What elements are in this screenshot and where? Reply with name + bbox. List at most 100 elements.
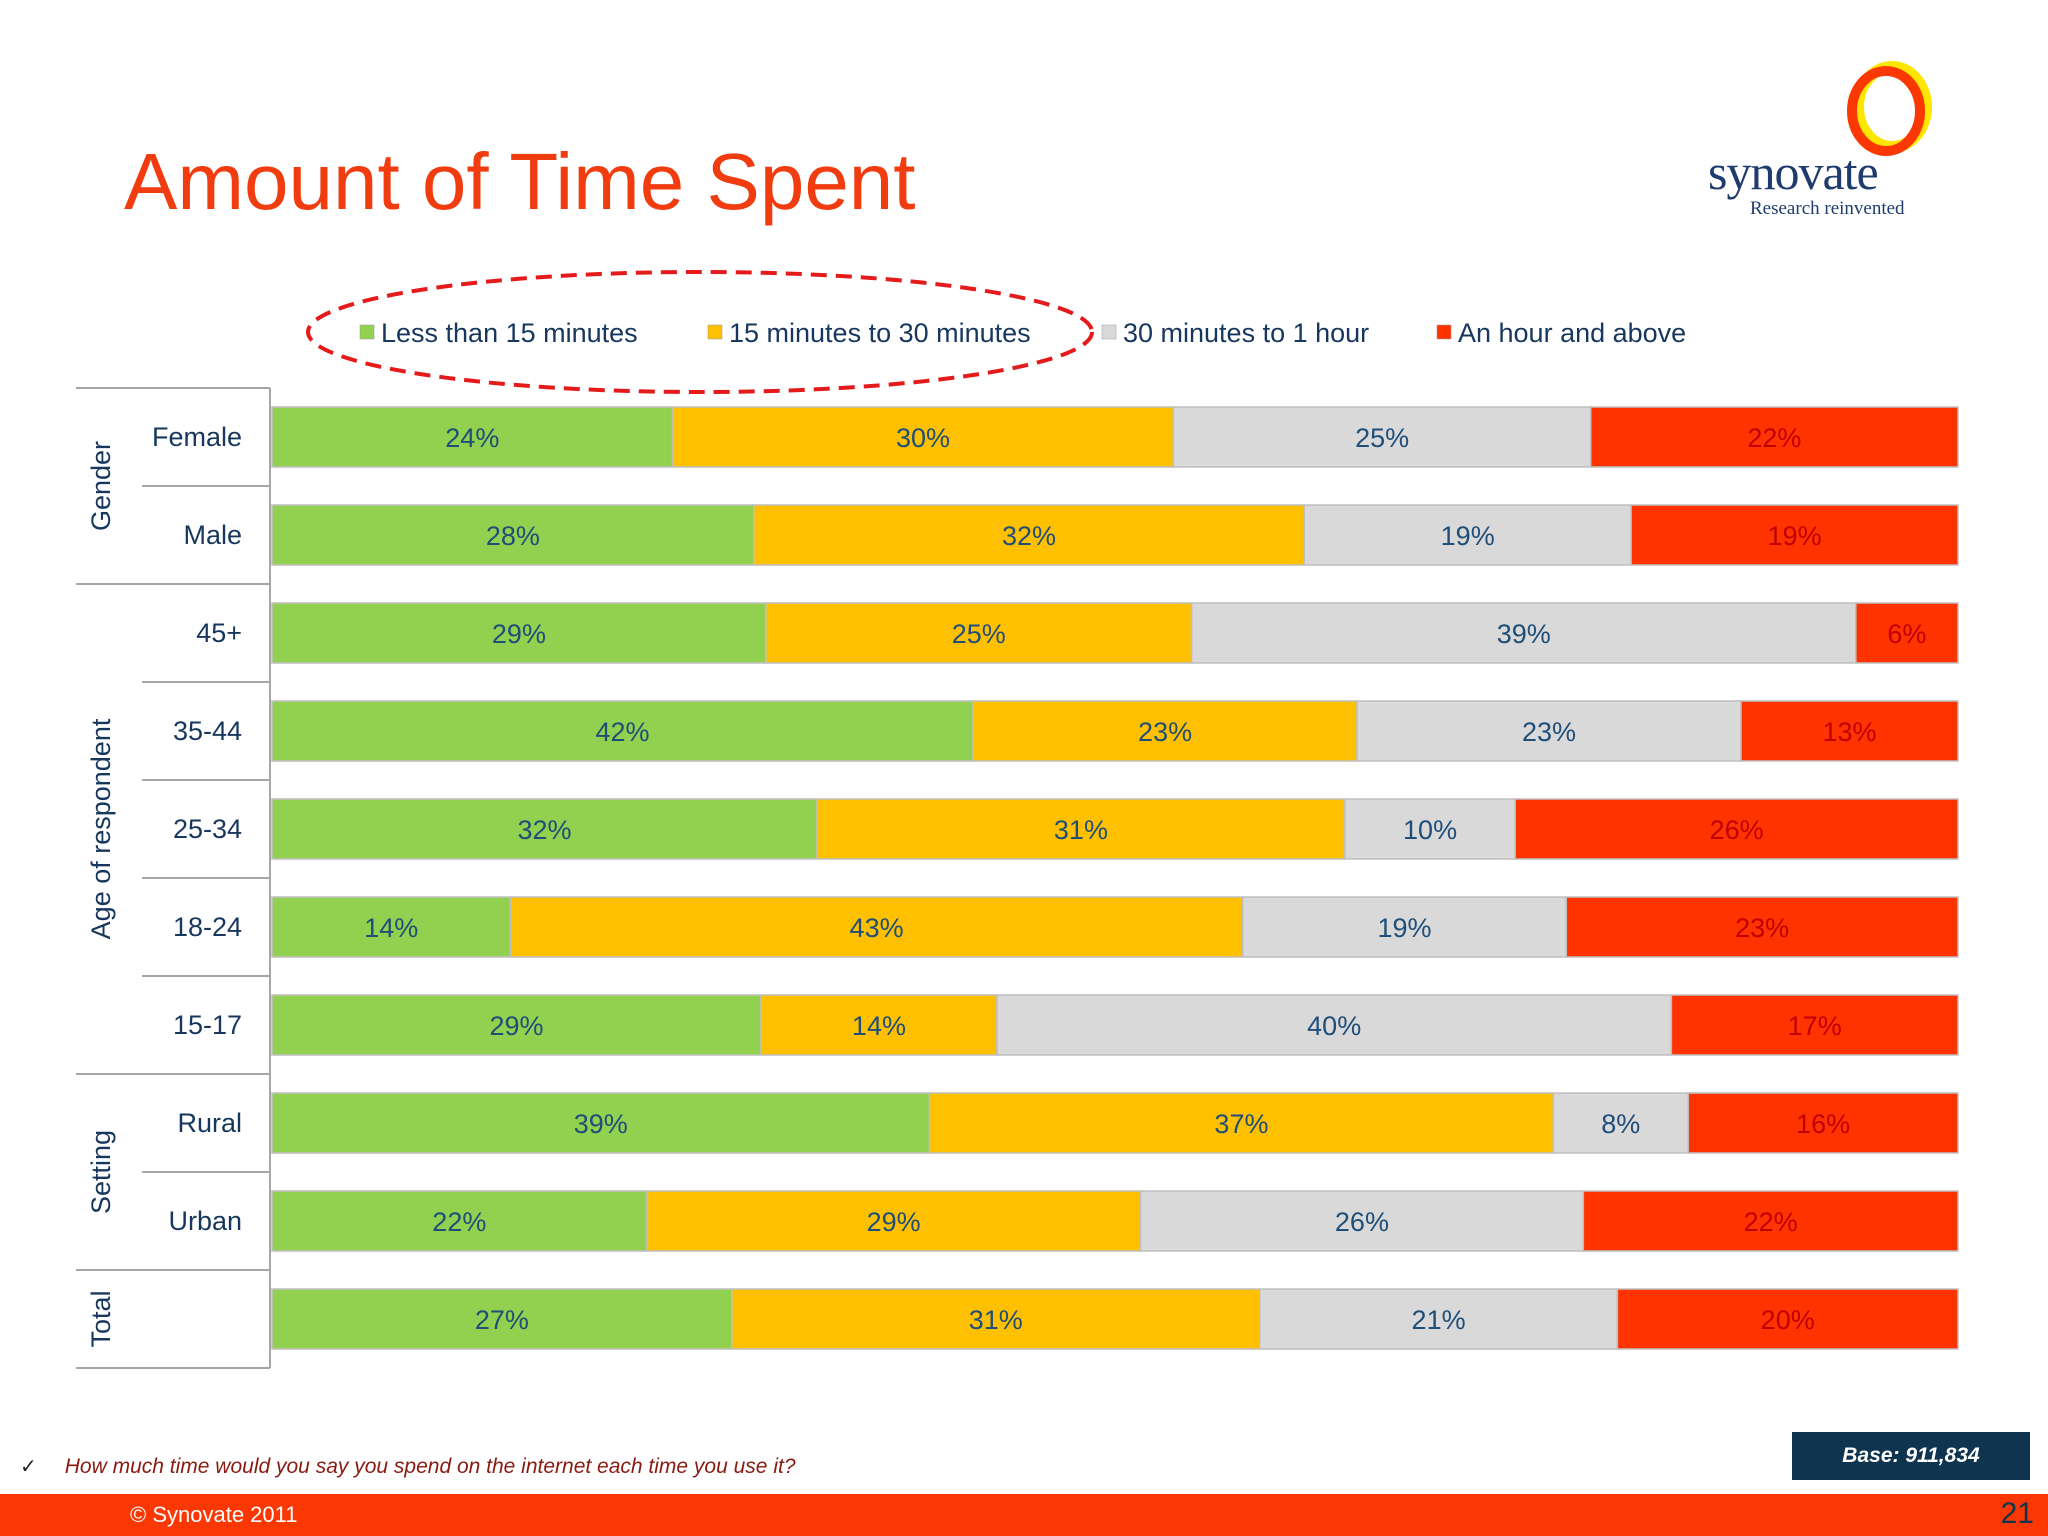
group-label-gender: Gender: [86, 441, 116, 531]
footer-bar: © Synovate 2011 21: [0, 1494, 2048, 1536]
category-label-15-17: 15-17: [173, 1010, 242, 1040]
data-label-15-17-15-minutes-to-30-minutes: 14%: [852, 1011, 906, 1041]
slide-title: Amount of Time Spent: [124, 137, 916, 226]
bar-18-24-less-than-15-minutes: [271, 896, 512, 958]
bar-rural-30-minutes-to-1-hour: [1552, 1092, 1689, 1154]
data-label-male-an-hour-and-above: 19%: [1768, 521, 1822, 551]
data-label-35-44-15-minutes-to-30-minutes: 23%: [1138, 717, 1192, 747]
bar-35-44-an-hour-and-above: [1740, 700, 1959, 762]
legend-swatch-less-than-15-minutes: [359, 324, 375, 340]
legend-label-30-minutes-to-1-hour: 30 minutes to 1 hour: [1123, 318, 1369, 348]
bar-male-30-minutes-to-1-hour: [1303, 504, 1632, 566]
check-icon: ✓: [20, 1456, 37, 1478]
data-label-urban-less-than-15-minutes: 22%: [432, 1207, 486, 1237]
question-text: How much time would you say you spend on…: [64, 1455, 796, 1478]
bar-15-17-30-minutes-to-1-hour: [996, 994, 1673, 1056]
bar-female-less-than-15-minutes: [271, 406, 674, 468]
bar-female-15-minutes-to-30-minutes: [671, 406, 1175, 468]
base-badge: Base: 911,834: [1792, 1432, 2030, 1480]
bar-total-30-minutes-to-1-hour: [1259, 1288, 1619, 1350]
data-label-female-30-minutes-to-1-hour: 25%: [1355, 423, 1409, 453]
bar-male-an-hour-and-above: [1630, 504, 1959, 566]
bar-45-less-than-15-minutes: [271, 602, 767, 664]
copyright: © Synovate 2011: [130, 1502, 298, 1527]
data-label-25-34-less-than-15-minutes: 32%: [517, 815, 571, 845]
data-label-15-17-less-than-15-minutes: 29%: [489, 1011, 543, 1041]
legend-label-an-hour-and-above: An hour and above: [1458, 318, 1686, 348]
data-label-45-less-than-15-minutes: 29%: [492, 619, 546, 649]
category-label-35-44: 35-44: [173, 716, 242, 746]
logo-tagline: Research reinvented: [1750, 198, 1905, 219]
data-label-45-15-minutes-to-30-minutes: 25%: [952, 619, 1006, 649]
category-label-45: 45+: [196, 618, 242, 648]
bar-female-30-minutes-to-1-hour: [1172, 406, 1592, 468]
legend-swatch-an-hour-and-above: [1436, 324, 1452, 340]
data-label-18-24-an-hour-and-above: 23%: [1735, 913, 1789, 943]
data-label-35-44-30-minutes-to-1-hour: 23%: [1522, 717, 1576, 747]
category-label-18-24: 18-24: [173, 912, 242, 942]
data-label-18-24-less-than-15-minutes: 14%: [364, 913, 418, 943]
bar-45-15-minutes-to-30-minutes: [765, 602, 1193, 664]
data-label-urban-15-minutes-to-30-minutes: 29%: [867, 1207, 921, 1237]
bar-male-15-minutes-to-30-minutes: [752, 504, 1305, 566]
data-label-total-an-hour-and-above: 20%: [1761, 1305, 1815, 1335]
data-label-rural-30-minutes-to-1-hour: 8%: [1601, 1109, 1640, 1139]
data-label-total-less-than-15-minutes: 27%: [475, 1305, 529, 1335]
bar-15-17-an-hour-and-above: [1670, 994, 1959, 1056]
bar-total-an-hour-and-above: [1616, 1288, 1959, 1350]
bar-rural-an-hour-and-above: [1687, 1092, 1959, 1154]
data-label-18-24-30-minutes-to-1-hour: 19%: [1377, 913, 1431, 943]
category-label-urban: Urban: [168, 1206, 242, 1236]
bar-rural-15-minutes-to-30-minutes: [928, 1092, 1555, 1154]
category-label-rural: Rural: [177, 1108, 242, 1138]
category-axis: Gender Female Male Age of respondent 45+ 35-4…: [76, 387, 271, 1369]
data-label-urban-30-minutes-to-1-hour: 26%: [1335, 1207, 1389, 1237]
data-label-rural-15-minutes-to-30-minutes: 37%: [1214, 1109, 1268, 1139]
data-label-25-34-15-minutes-to-30-minutes: 31%: [1054, 815, 1108, 845]
group-label-age-of-respondent: Age of respondent: [86, 718, 116, 939]
data-label-18-24-15-minutes-to-30-minutes: 43%: [850, 913, 904, 943]
legend-swatch-30-minutes-to-1-hour: [1101, 324, 1117, 340]
data-label-total-15-minutes-to-30-minutes: 31%: [969, 1305, 1023, 1335]
bar-35-44-less-than-15-minutes: [271, 700, 974, 762]
stacked-bar-chart: Less than 15 minutes 15 minutes to 30 min…: [76, 270, 1959, 1369]
bar-25-34-30-minutes-to-1-hour: [1344, 798, 1516, 860]
survey-question: ✓ How much time would you say you spend o…: [20, 1454, 796, 1479]
data-label-urban-an-hour-and-above: 22%: [1744, 1207, 1798, 1237]
group-label-total: Total: [86, 1290, 116, 1347]
data-label-45-30-minutes-to-1-hour: 39%: [1497, 619, 1551, 649]
page-number: 21: [2000, 1497, 2034, 1530]
bar-18-24-an-hour-and-above: [1565, 896, 1959, 958]
bar-25-34-15-minutes-to-30-minutes: [816, 798, 1346, 860]
category-label-male: Male: [183, 520, 242, 550]
bar-35-44-30-minutes-to-1-hour: [1356, 700, 1742, 762]
synovate-logo: synovate Research reinvented: [1700, 55, 1940, 235]
logo-ring-icon: [1847, 61, 1932, 156]
bar-25-34-less-than-15-minutes: [271, 798, 818, 860]
bar-25-34-an-hour-and-above: [1514, 798, 1959, 860]
data-label-male-less-than-15-minutes: 28%: [486, 521, 540, 551]
legend-label-15-minutes-to-30-minutes: 15 minutes to 30 minutes: [729, 318, 1031, 348]
data-label-total-30-minutes-to-1-hour: 21%: [1412, 1305, 1466, 1335]
bar-18-24-15-minutes-to-30-minutes: [509, 896, 1244, 958]
data-label-25-34-30-minutes-to-1-hour: 10%: [1403, 815, 1457, 845]
data-label-35-44-an-hour-and-above: 13%: [1822, 717, 1876, 747]
chart-bars: 24% 30% 25% 22% 28% 32% 19% 19% 29% 25% 39% 6% 42% 23…: [271, 406, 1959, 1350]
bar-total-less-than-15-minutes: [271, 1288, 733, 1350]
data-label-15-17-30-minutes-to-1-hour: 40%: [1307, 1011, 1361, 1041]
data-label-15-17-an-hour-and-above: 17%: [1788, 1011, 1842, 1041]
legend-highlight-ellipse: [306, 270, 1094, 394]
bar-urban-an-hour-and-above: [1582, 1190, 1959, 1252]
data-label-45-an-hour-and-above: 6%: [1887, 619, 1926, 649]
category-label-female: Female: [152, 422, 242, 452]
data-label-male-30-minutes-to-1-hour: 19%: [1441, 521, 1495, 551]
logo-wordmark: synovate: [1708, 144, 1879, 200]
bar-45-30-minutes-to-1-hour: [1190, 602, 1857, 664]
data-label-female-an-hour-and-above: 22%: [1747, 423, 1801, 453]
bar-15-17-15-minutes-to-30-minutes: [760, 994, 998, 1056]
chart-legend: Less than 15 minutes 15 minutes to 30 min…: [306, 270, 1686, 394]
category-label-25-34: 25-34: [173, 814, 242, 844]
bar-urban-30-minutes-to-1-hour: [1139, 1190, 1585, 1252]
legend-label-less-than-15-minutes: Less than 15 minutes: [381, 318, 638, 348]
data-label-female-less-than-15-minutes: 24%: [445, 423, 499, 453]
